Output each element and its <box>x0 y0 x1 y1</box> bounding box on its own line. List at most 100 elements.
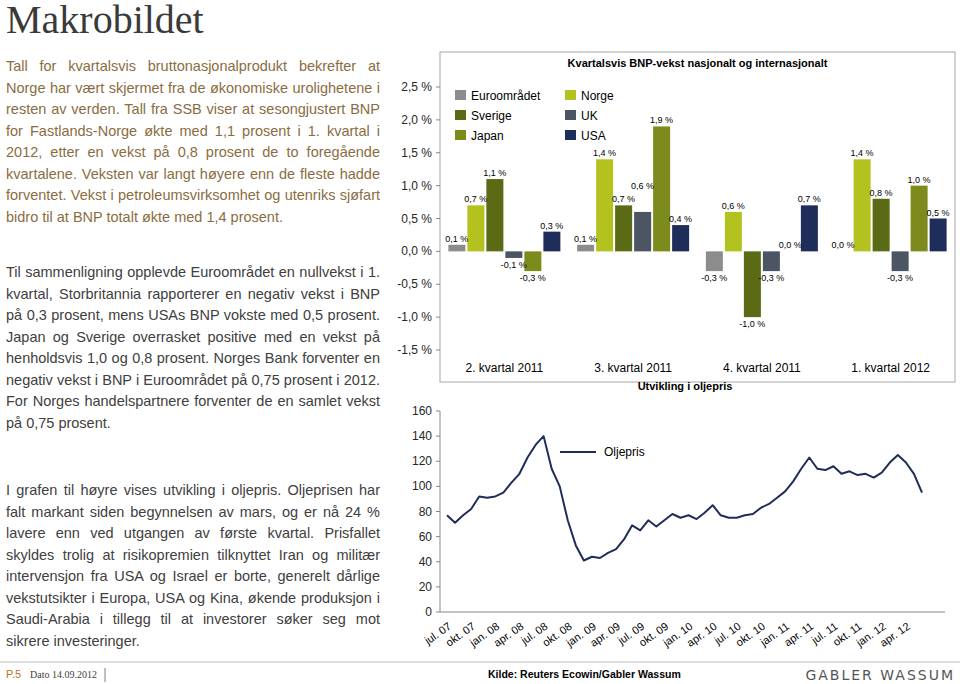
y-tick <box>436 251 440 252</box>
y-tick-label: 0,5 % <box>401 212 432 226</box>
bar <box>835 251 852 252</box>
data-label: -0,3 % <box>758 273 784 283</box>
legend-swatch <box>455 130 466 140</box>
source: Kilde: Reuters Ecowin/Gabler Wassum <box>488 668 681 680</box>
bar <box>596 159 613 251</box>
legend-label: Norge <box>581 89 614 103</box>
y-tick-label: 0,0 % <box>401 244 432 258</box>
data-label: 1,9 % <box>650 115 673 125</box>
y-tick <box>436 87 440 88</box>
y-tick <box>436 411 440 412</box>
y-tick <box>436 317 440 318</box>
y-tick-label: 120 <box>412 454 432 468</box>
data-label: 0,7 % <box>612 194 635 204</box>
bar <box>505 251 522 258</box>
legend-swatch <box>565 110 576 120</box>
y-tick-label: 2,5 % <box>401 80 432 94</box>
y-tick <box>436 486 440 487</box>
bar <box>615 205 632 251</box>
logo: GABLER WASSUM <box>805 667 955 683</box>
y-tick-label: 80 <box>419 505 433 519</box>
canvas: P.5 Dato 14.09.2012 Kilde: Reuters Ecowin/… <box>0 0 960 684</box>
legend-label: USA <box>581 129 606 143</box>
bar <box>873 199 890 252</box>
y-tick-label: 40 <box>419 555 433 569</box>
data-label: 0,5 % <box>927 208 950 218</box>
legend: EuroområdetNorgeSverigeUKJapanUSA <box>455 89 614 143</box>
data-label: 0,4 % <box>669 214 692 224</box>
x-tick-label: apr. 12 <box>878 620 912 649</box>
category-label: 3. kvartal 2011 <box>594 361 672 375</box>
y-tick-label: -1,5 % <box>397 343 432 357</box>
legend-label: Sverige <box>471 109 512 123</box>
legend-label: Oljepris <box>604 445 645 459</box>
category-label: 4. kvartal 2011 <box>723 361 801 375</box>
legend-swatch <box>565 90 576 100</box>
y-tick-label: 1,5 % <box>401 146 432 160</box>
page-number: P.5 <box>6 668 21 680</box>
bar <box>543 232 560 252</box>
data-label: 0,1 % <box>574 234 597 244</box>
y-tick <box>436 350 440 351</box>
legend-swatch <box>455 110 466 120</box>
bar <box>892 251 909 271</box>
data-label: -0,3 % <box>520 273 546 283</box>
data-label: 0,6 % <box>631 181 654 191</box>
chart-title: Utvikling i oljepris <box>638 380 733 392</box>
chart-frame <box>440 52 955 382</box>
legend-label: Japan <box>471 129 504 143</box>
y-tick-label: 1,0 % <box>401 179 432 193</box>
data-label: -0,3 % <box>887 273 913 283</box>
paragraph: I grafen til høyre vises utvikling i olj… <box>6 480 380 652</box>
data-label: 1,4 % <box>593 148 616 158</box>
lines <box>447 436 922 560</box>
bar-chart: Kvartalsvis BNP-vekst nasjonalt og inter… <box>397 52 955 382</box>
y-tick <box>436 461 440 462</box>
x-tick-label: apr. 11 <box>782 620 816 649</box>
legend-label: UK <box>581 109 598 123</box>
data-labels: 0,1 %0,1 %-0,3 %0,0 %0,7 %1,4 %0,6 %1,4 … <box>445 115 949 329</box>
data-label: -0,1 % <box>501 260 527 270</box>
chart-title: Kvartalsvis BNP-vekst nasjonalt og inter… <box>568 57 828 69</box>
category-label: 1. kvartal 2012 <box>851 361 930 375</box>
data-label: 0,6 % <box>722 201 745 211</box>
bar <box>930 219 947 252</box>
y-tick-label: 100 <box>412 479 432 493</box>
bar <box>854 159 871 251</box>
bar <box>782 251 799 252</box>
bars <box>448 126 946 317</box>
legend-swatch <box>565 130 576 140</box>
x-axis <box>440 612 945 613</box>
y-tick-label: -0,5 % <box>397 277 432 291</box>
data-label: 0,1 % <box>445 234 468 244</box>
bar <box>524 251 541 271</box>
y-tick <box>436 152 440 153</box>
footer-sep <box>105 668 106 682</box>
y-tick <box>436 586 440 587</box>
y-tick <box>436 218 440 219</box>
category-label: 2. kvartal 2011 <box>465 361 543 375</box>
page-title: Makrobildet <box>6 0 204 43</box>
bar <box>763 251 780 271</box>
bar <box>706 251 723 271</box>
y-tick-label: 160 <box>412 404 432 418</box>
bar <box>448 245 465 252</box>
bar <box>744 251 761 317</box>
y-tick <box>436 612 440 613</box>
data-label: 0,8 % <box>870 188 893 198</box>
line-chart: Utvikling i oljepris02040608010012014016… <box>412 380 945 649</box>
y-tick-label: 60 <box>419 530 433 544</box>
date: Dato 14.09.2012 <box>30 669 97 680</box>
data-label: -0,3 % <box>701 273 727 283</box>
legend-line <box>560 451 596 453</box>
bar <box>725 212 742 251</box>
data-label: 0,3 % <box>540 221 563 231</box>
bar <box>653 126 670 251</box>
y-tick-label: 20 <box>419 580 433 594</box>
bar <box>801 205 818 251</box>
y-tick <box>436 511 440 512</box>
y-tick <box>436 561 440 562</box>
y-tick <box>436 284 440 285</box>
bar <box>672 225 689 251</box>
bar <box>467 205 484 251</box>
